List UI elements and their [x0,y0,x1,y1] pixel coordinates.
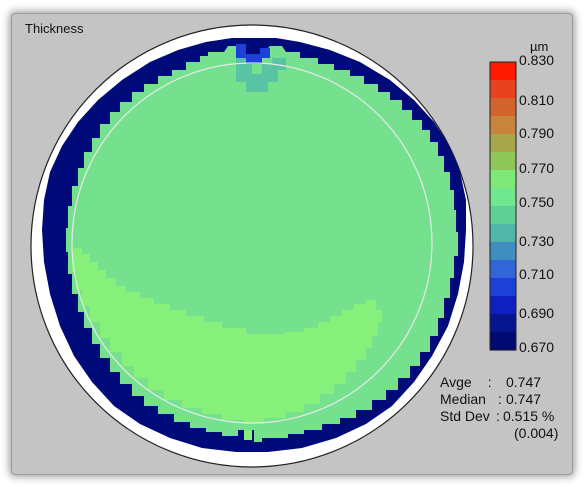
colorbar-tick: 0.710 [519,266,555,282]
colorbar-tick: 0.730 [519,233,555,249]
colorbar-swatch [490,188,516,207]
stat-median-label: Median [440,391,486,407]
stat-average-label: Avge [440,374,472,390]
colorbar-swatch [490,242,516,261]
colorbar [489,61,517,351]
stat-median-sep: : [494,391,502,407]
bottom-edge-green [244,430,252,440]
colorbar-tick: 0.750 [519,194,555,210]
colorbar-swatch [490,296,516,315]
colorbar-swatch [490,224,516,243]
lower-band-zone [72,248,382,424]
colorbar-swatch [490,332,516,351]
stat-stddev-label: Std Dev [440,408,490,424]
colorbar-tick: 0.830 [519,52,555,68]
colorbar-tick: 0.770 [519,160,555,176]
top-edge-blue [236,44,270,64]
colorbar-swatch [490,134,516,153]
colorbar-swatch [490,98,516,117]
reference-circle [71,62,433,424]
colorbar-swatch [490,152,516,171]
stat-average-sep: : [480,374,492,390]
colorbar-swatch [490,62,516,81]
colorbar-swatch [490,80,516,99]
colorbar-swatch [490,278,516,297]
colorbar-tick: 0.690 [519,305,555,321]
colorbar-swatch [490,314,516,333]
colorbar-border [489,61,517,351]
colorbar-swatch [490,260,516,279]
stat-stddev-abs: (0.004) [514,425,559,441]
top-notch-zone [236,54,286,92]
colorbar-tick: 0.790 [519,125,555,141]
colorbar-tick: 0.670 [519,339,555,355]
chart-title: Thickness [25,21,84,36]
colorbar-tick: 0.810 [519,92,555,108]
colorbar-swatch [490,170,516,189]
colorbar-unit: µm [530,39,549,54]
stat-average-value: 0.747 [506,374,542,390]
colorbar-swatch [490,116,516,135]
stat-stddev-value: 0.515 % [503,408,555,424]
colorbar-swatch [490,206,516,225]
stat-median-value: 0.747 [506,391,542,407]
stat-stddev-sep: : [496,408,500,424]
